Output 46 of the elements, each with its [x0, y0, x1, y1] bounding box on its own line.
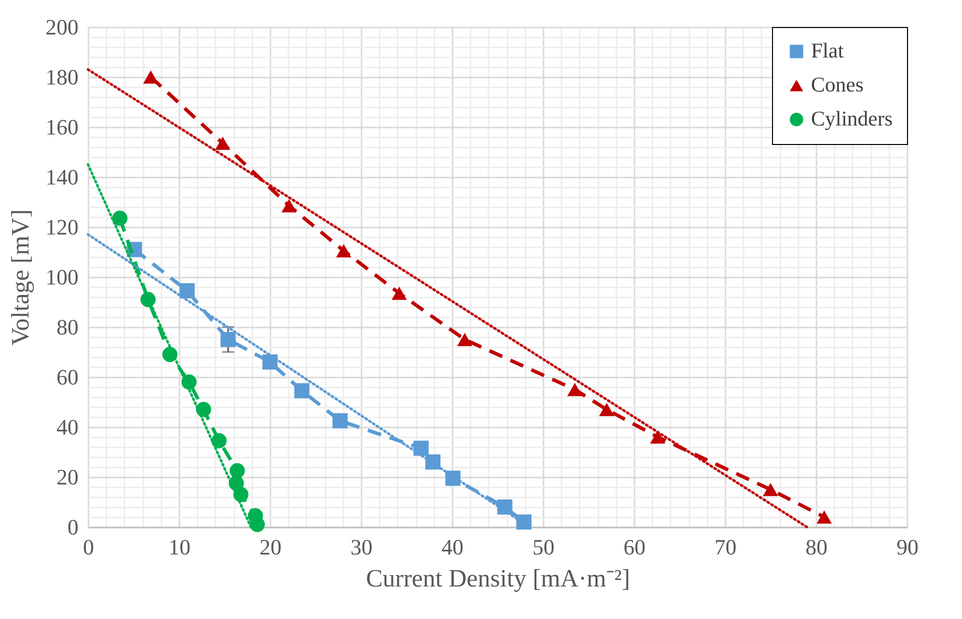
point: [112, 210, 128, 226]
point: [143, 70, 158, 84]
x-tick-label: 40: [442, 534, 464, 560]
x-tick-label: 10: [168, 534, 190, 560]
x-tick-label: 50: [532, 534, 554, 560]
point: [457, 332, 472, 346]
y-tick-label: 40: [56, 414, 78, 440]
y-tick-label: 100: [46, 264, 78, 290]
point: [650, 430, 666, 444]
y-tick-label: 200: [46, 14, 78, 40]
x-tick-label: 70: [714, 534, 736, 560]
point: [762, 482, 778, 496]
x-tick-label: 30: [350, 534, 372, 560]
legend-label: Cylinders: [811, 106, 893, 130]
y-tick-label: 180: [46, 64, 78, 90]
x-tick-label: 90: [896, 534, 918, 560]
legend-label: Flat: [811, 38, 844, 62]
point: [816, 510, 832, 524]
y-axis-title: Voltage [mV]: [8, 209, 34, 346]
y-tick-label: 0: [68, 514, 78, 540]
x-tick-label: 20: [260, 534, 282, 560]
y-tick-label: 20: [56, 464, 78, 490]
y-tick-label: 140: [46, 164, 78, 190]
y-tick-label: 80: [56, 314, 78, 340]
point: [180, 283, 195, 298]
x-tick-label: 60: [624, 534, 646, 560]
point: [392, 286, 407, 300]
point: [211, 433, 227, 448]
x-tick-label: 80: [806, 534, 828, 560]
point: [215, 136, 230, 150]
y-tick-label: 60: [56, 364, 78, 390]
point: [567, 382, 582, 396]
point: [332, 413, 348, 428]
point: [250, 516, 265, 532]
y-tick-label: 160: [46, 114, 78, 140]
point: [294, 383, 310, 398]
legend-label: Cones: [811, 72, 864, 96]
y-tick-label: 120: [46, 214, 78, 240]
x-axis-title: Current Density [mA·m⁻²]: [366, 566, 630, 592]
point: [336, 244, 352, 258]
x-tick-label: 0: [83, 534, 94, 560]
point: [220, 332, 236, 348]
point: [599, 402, 614, 416]
point: [282, 199, 297, 212]
point: [230, 463, 245, 478]
point: [413, 440, 429, 456]
